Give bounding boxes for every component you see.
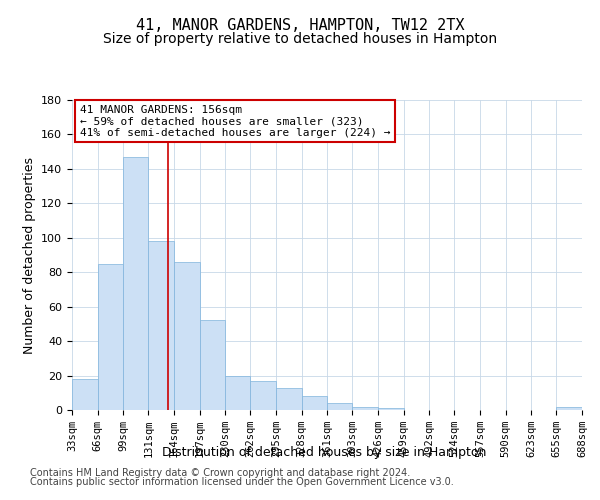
Text: 41 MANOR GARDENS: 156sqm
← 59% of detached houses are smaller (323)
41% of semi-: 41 MANOR GARDENS: 156sqm ← 59% of detach… (80, 104, 390, 138)
Text: Size of property relative to detached houses in Hampton: Size of property relative to detached ho… (103, 32, 497, 46)
Bar (302, 396, 328, 410)
Bar (148, 241, 174, 410)
Bar (72, 379, 98, 410)
Bar (556, 406, 582, 410)
Text: Contains public sector information licensed under the Open Government Licence v3: Contains public sector information licen… (30, 477, 454, 487)
Y-axis label: Number of detached properties: Number of detached properties (23, 156, 35, 354)
Bar (328, 403, 352, 410)
Text: 41, MANOR GARDENS, HAMPTON, TW12 2TX: 41, MANOR GARDENS, HAMPTON, TW12 2TX (136, 18, 464, 32)
Text: Contains HM Land Registry data © Crown copyright and database right 2024.: Contains HM Land Registry data © Crown c… (30, 468, 410, 478)
Bar (352, 406, 378, 410)
Bar (98, 264, 124, 410)
Bar (200, 320, 226, 410)
Bar (226, 376, 250, 410)
Bar (174, 262, 200, 410)
Bar (250, 380, 276, 410)
Bar (378, 408, 404, 410)
Bar (276, 388, 302, 410)
Bar (124, 157, 148, 410)
Text: Distribution of detached houses by size in Hampton: Distribution of detached houses by size … (162, 446, 486, 459)
